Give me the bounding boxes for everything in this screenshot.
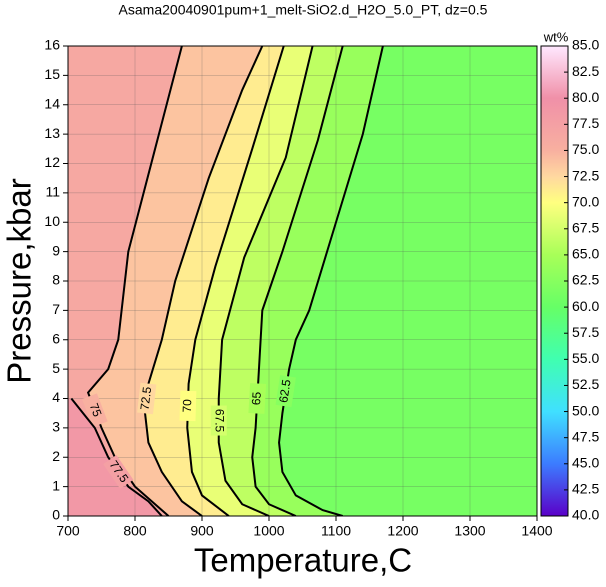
colorbar-label: wt% [543,29,569,44]
y-tick-label: 10 [44,213,60,229]
contour-line [217,46,314,516]
colorbar-tick-label: 77.5 [572,115,599,131]
colorbar-tick-label: 62.5 [572,272,599,288]
contour-line [86,46,183,516]
y-axis-label: Pressure,kbar [1,178,38,383]
colorbar-tick-label: 72.5 [572,167,599,183]
contour-label-bg [210,405,227,436]
colorbar-tick-label: 80.0 [572,89,599,105]
colorbar-tick-label: 75.0 [572,141,599,157]
x-tick-label: 700 [56,523,80,539]
colorbar-tick-label: 45.0 [572,454,599,470]
contour-label-bg [103,455,134,489]
y-tick-label: 6 [52,330,60,346]
x-tick-label: 1200 [387,523,418,539]
y-tick-label: 3 [52,419,60,435]
contour-label-bg [137,382,157,415]
colorbar-tick-label: 57.5 [572,324,599,340]
y-tick-label: 9 [52,242,60,258]
y-tick-label: 7 [52,301,60,317]
x-tick-label: 1000 [253,523,284,539]
contour-label: 70 [180,399,194,413]
colorbar-tick-label: 65.0 [572,246,599,262]
colorbar-tick-label: 47.5 [572,428,599,444]
y-tick-label: 13 [44,125,60,141]
colorbar-tick-label: 50.0 [572,402,599,418]
colorbar-tick-label: 52.5 [572,376,599,392]
colorbar-tick-label: 40.0 [572,507,599,523]
y-tick-label: 2 [52,448,60,464]
y-tick-label: 15 [44,66,60,82]
chart-title: Asama20040901pum+1_melt-SiO2.d_H2O_5.0_P… [119,2,488,18]
colorbar-tick-label: 60.0 [572,298,599,314]
y-tick-label: 0 [52,507,60,523]
y-tick-label: 4 [52,389,60,405]
colorbar-tick-label: 70.0 [572,193,599,209]
x-tick-label: 900 [190,523,214,539]
y-tick-label: 11 [45,184,60,200]
contour-label: 75 [87,401,105,419]
y-tick-label: 12 [44,154,60,170]
y-tick-label: 1 [52,477,60,493]
x-tick-label: 1400 [521,523,552,539]
y-tick-label: 16 [44,37,60,53]
colorbar [540,45,569,517]
contour-label: 72.5 [138,386,155,411]
contour-label-bg [275,375,296,408]
colorbar-tick-label: 67.5 [572,219,599,235]
contour-label-bg [179,390,197,422]
colorbar-tick-label: 55.0 [572,350,599,366]
y-tick-label: 5 [52,360,60,376]
colorbar-tick-label: 82.5 [572,63,599,79]
colorbar-tick-label: 42.5 [572,481,599,497]
contour-line [186,46,285,516]
y-tick-label: 8 [52,272,60,288]
colorbar-tick-label: 85.0 [572,37,599,53]
contour-label: 65 [249,391,264,405]
contour-label-bg [248,383,267,414]
y-tick-label: 14 [44,95,60,111]
x-tick-label: 800 [123,523,147,539]
x-tick-label: 1300 [454,523,485,539]
x-axis-label: Temperature,C [194,542,412,579]
x-tick-label: 1100 [321,523,351,539]
contour-label-bg [81,393,108,428]
contour-label: 67.5 [213,409,227,433]
contour-label: 62.5 [276,378,293,404]
